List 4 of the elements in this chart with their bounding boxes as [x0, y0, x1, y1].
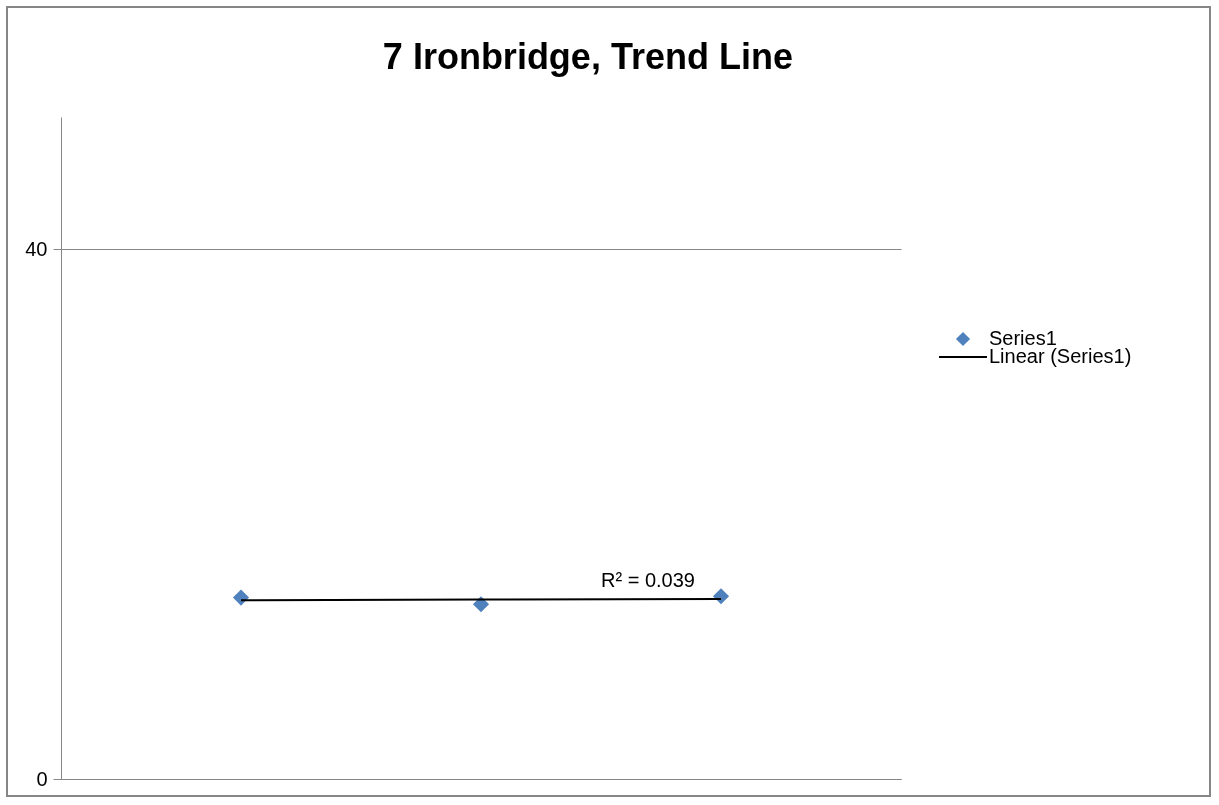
y-tick-label: 0: [36, 767, 48, 790]
y-tick-label: 40: [25, 237, 48, 260]
annotation: R² = 0.039: [601, 568, 695, 591]
chart-title: 7 Ironbridge, Trend Line: [382, 36, 793, 77]
